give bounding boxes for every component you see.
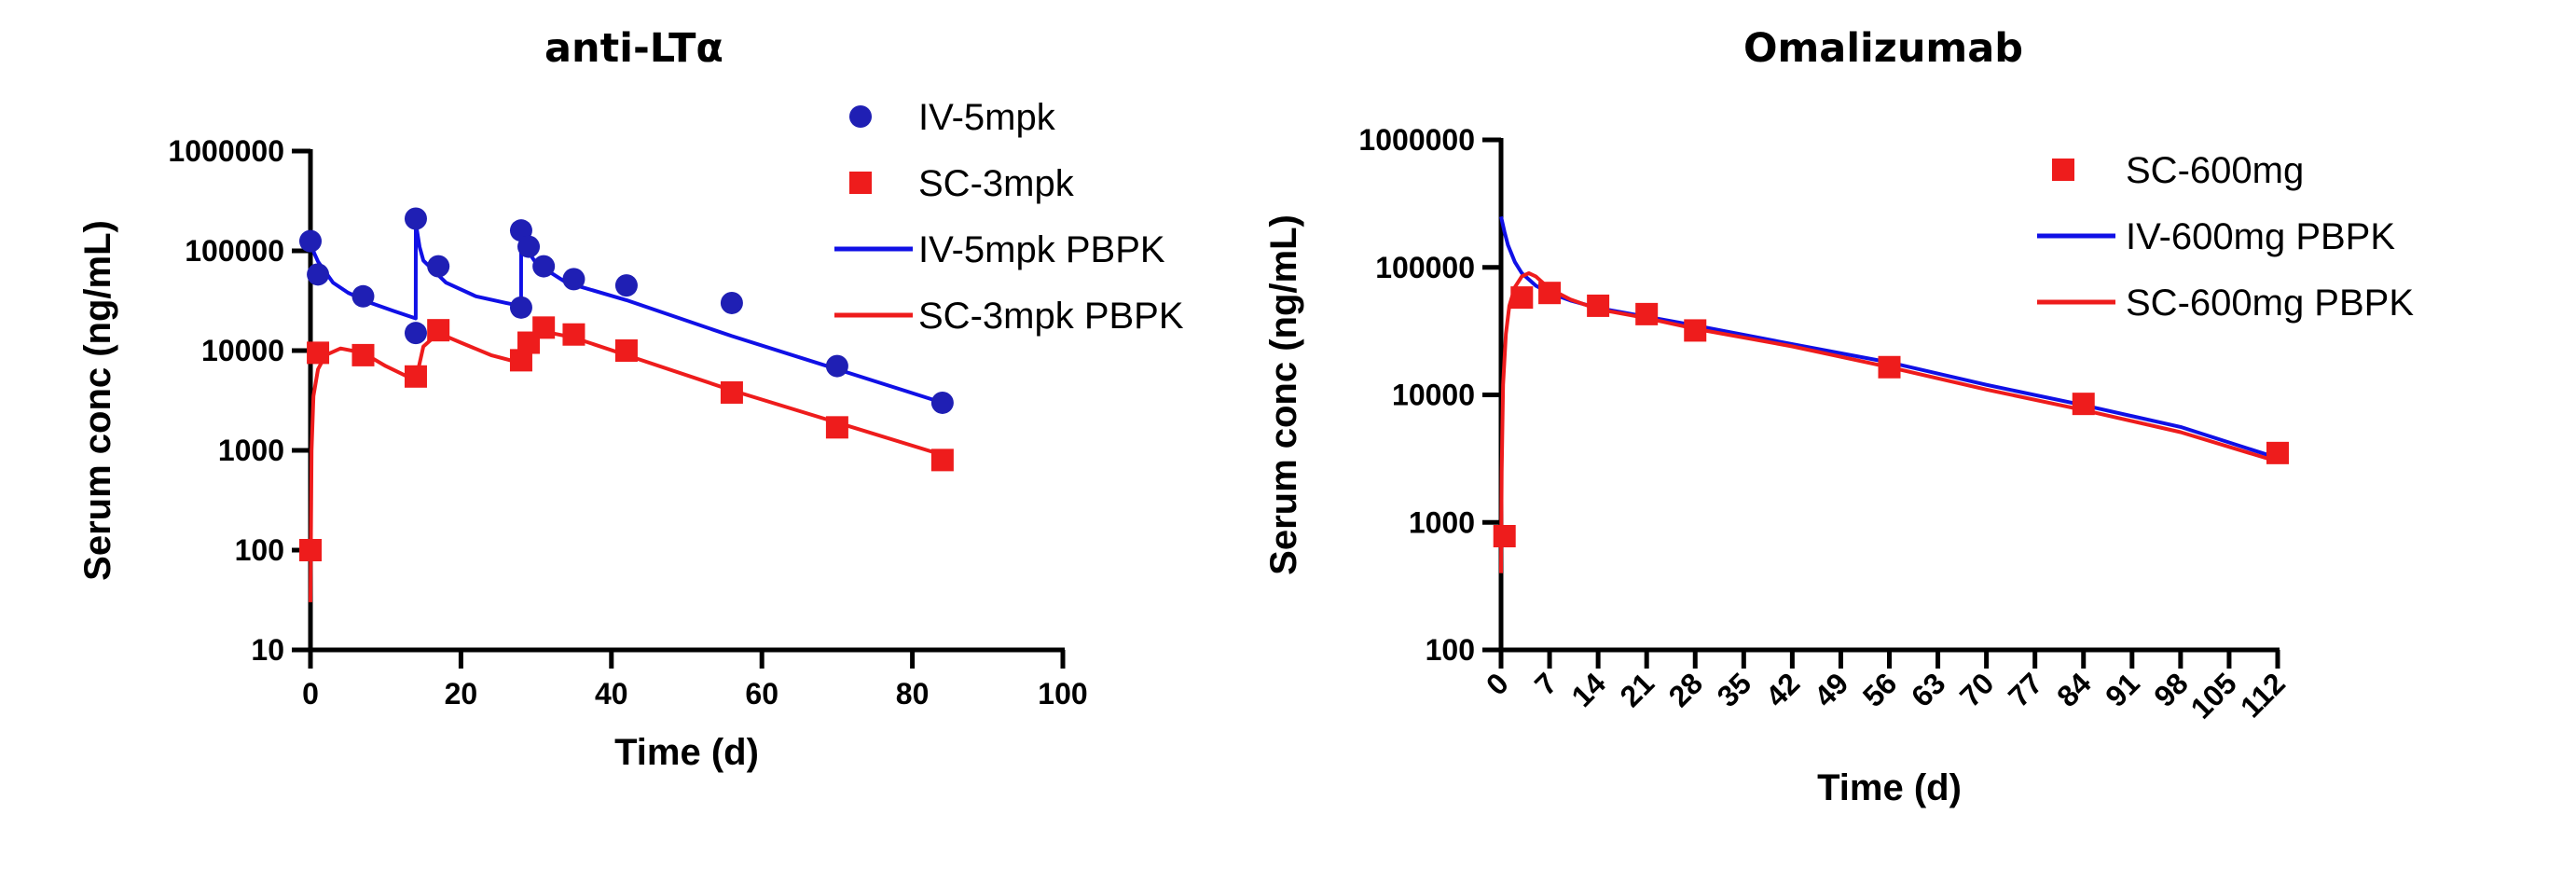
data-point-iv-5mpk bbox=[351, 284, 375, 308]
x-tick-label: 0 bbox=[1480, 666, 1515, 701]
legend-label-sc-600mg-pbpk: SC-600mg PBPK bbox=[2126, 283, 2414, 324]
x-tick-label: 98 bbox=[2147, 666, 2195, 713]
y-tick-label: 10000 bbox=[201, 334, 284, 367]
data-point-sc-600mg bbox=[1635, 302, 1659, 325]
y-tick-label: 1000 bbox=[1409, 505, 1475, 539]
data-point-iv-5mpk bbox=[299, 229, 322, 253]
x-tick-label: 56 bbox=[1856, 666, 1904, 713]
x-tick-label: 0 bbox=[302, 677, 319, 711]
x-tick-label: 63 bbox=[1905, 666, 1952, 713]
data-point-sc-3mpk bbox=[299, 539, 322, 561]
data-point-iv-5mpk bbox=[307, 263, 330, 286]
x-tick-label: 40 bbox=[595, 677, 628, 711]
y-tick-label: 1000000 bbox=[1358, 123, 1475, 157]
data-point-sc-600mg bbox=[1878, 355, 1901, 379]
data-point-iv-5mpk bbox=[404, 207, 427, 230]
y-tick-label: 10000 bbox=[1392, 379, 1475, 412]
x-tick-label: 112 bbox=[2234, 666, 2292, 724]
data-point-sc-600mg bbox=[1684, 319, 1707, 342]
legend-label-sc-3mpk: SC-3mpk bbox=[918, 163, 1075, 204]
data-point-sc-3mpk bbox=[307, 341, 330, 365]
y-tick-label: 1000000 bbox=[168, 134, 284, 168]
data-point-sc-600mg bbox=[1587, 294, 1610, 317]
data-point-iv-5mpk bbox=[720, 291, 743, 314]
y-tick-label: 100000 bbox=[1375, 251, 1475, 284]
data-point-iv-5mpk bbox=[404, 322, 427, 345]
x-tick-label: 100 bbox=[1038, 677, 1087, 711]
data-point-sc-600mg bbox=[1538, 282, 1562, 305]
x-tick-label: 35 bbox=[1711, 666, 1758, 713]
data-point-iv-5mpk bbox=[614, 274, 638, 297]
legend-label-iv-5mpk-pbpk: IV-5mpk PBPK bbox=[918, 229, 1165, 270]
legend-swatch-sc-600mg bbox=[2052, 159, 2074, 181]
legend-swatch-sc-3mpk bbox=[849, 172, 872, 194]
y-tick-label: 1000 bbox=[218, 434, 284, 467]
x-tick-label: 28 bbox=[1662, 666, 1710, 713]
y-tick-label: 100000 bbox=[185, 234, 284, 268]
x-tick-label: 49 bbox=[1808, 666, 1855, 713]
data-point-iv-5mpk bbox=[562, 268, 585, 291]
x-tick-label: 84 bbox=[2050, 666, 2098, 713]
chart-title: Omalizumab bbox=[1743, 25, 2023, 72]
legend-label-iv-600mg-pbpk: IV-600mg PBPK bbox=[2126, 216, 2395, 257]
x-tick-label: 105 bbox=[2184, 666, 2243, 724]
x-tick-label: 91 bbox=[2099, 666, 2146, 713]
data-point-sc-3mpk bbox=[532, 316, 556, 339]
x-tick-label: 80 bbox=[896, 677, 930, 711]
y-tick-label: 100 bbox=[235, 533, 284, 567]
x-axis-label: Time (d) bbox=[1817, 767, 1962, 808]
x-tick-label: 60 bbox=[745, 677, 778, 711]
data-point-sc-3mpk bbox=[614, 339, 638, 362]
series-line-iv-5mpk-pbpk bbox=[309, 221, 944, 405]
data-point-iv-5mpk bbox=[427, 255, 450, 278]
x-tick-label: 14 bbox=[1564, 666, 1612, 713]
x-tick-label: 7 bbox=[1528, 666, 1564, 701]
data-point-sc-3mpk bbox=[351, 343, 375, 366]
legend-label-iv-5mpk: IV-5mpk bbox=[918, 97, 1056, 138]
x-tick-label: 42 bbox=[1759, 666, 1807, 713]
data-point-iv-5mpk bbox=[532, 255, 556, 278]
y-axis-label: Serum conc (ng/mL) bbox=[77, 220, 118, 581]
data-point-iv-5mpk bbox=[825, 354, 848, 378]
y-axis-label: Serum conc (ng/mL) bbox=[1263, 214, 1304, 575]
data-point-sc-600mg bbox=[1493, 525, 1516, 548]
chart-title: anti-LTα bbox=[544, 25, 723, 72]
x-tick-label: 77 bbox=[2002, 666, 2049, 713]
data-point-sc-3mpk bbox=[930, 448, 954, 472]
chart-anti-lta: anti-LTα 10 100 1000 10000 100000 1000000 0 20 40… bbox=[77, 25, 1184, 773]
x-axis-label: Time (d) bbox=[614, 732, 759, 773]
y-tick-label: 100 bbox=[1426, 633, 1475, 667]
data-point-iv-5mpk bbox=[517, 235, 541, 258]
data-point-sc-600mg bbox=[1510, 286, 1534, 310]
x-tick-label: 20 bbox=[445, 677, 478, 711]
data-point-sc-3mpk bbox=[404, 365, 427, 388]
legend-swatch-iv-5mpk bbox=[849, 105, 872, 128]
data-point-sc-600mg bbox=[2072, 393, 2095, 416]
data-point-sc-3mpk bbox=[562, 323, 585, 346]
data-point-sc-3mpk bbox=[427, 319, 450, 342]
data-point-sc-3mpk bbox=[720, 380, 743, 404]
y-tick-label: 10 bbox=[251, 633, 284, 667]
data-point-sc-3mpk bbox=[825, 416, 848, 439]
data-point-iv-5mpk bbox=[930, 391, 954, 414]
data-point-iv-5mpk bbox=[509, 296, 532, 319]
data-point-sc-600mg bbox=[2266, 441, 2289, 464]
x-tick-label: 21 bbox=[1614, 666, 1661, 713]
legend-label-sc-3mpk-pbpk: SC-3mpk PBPK bbox=[918, 296, 1184, 337]
legend-label-sc-600mg: SC-600mg bbox=[2126, 150, 2304, 191]
x-tick-label: 70 bbox=[1953, 666, 2001, 713]
